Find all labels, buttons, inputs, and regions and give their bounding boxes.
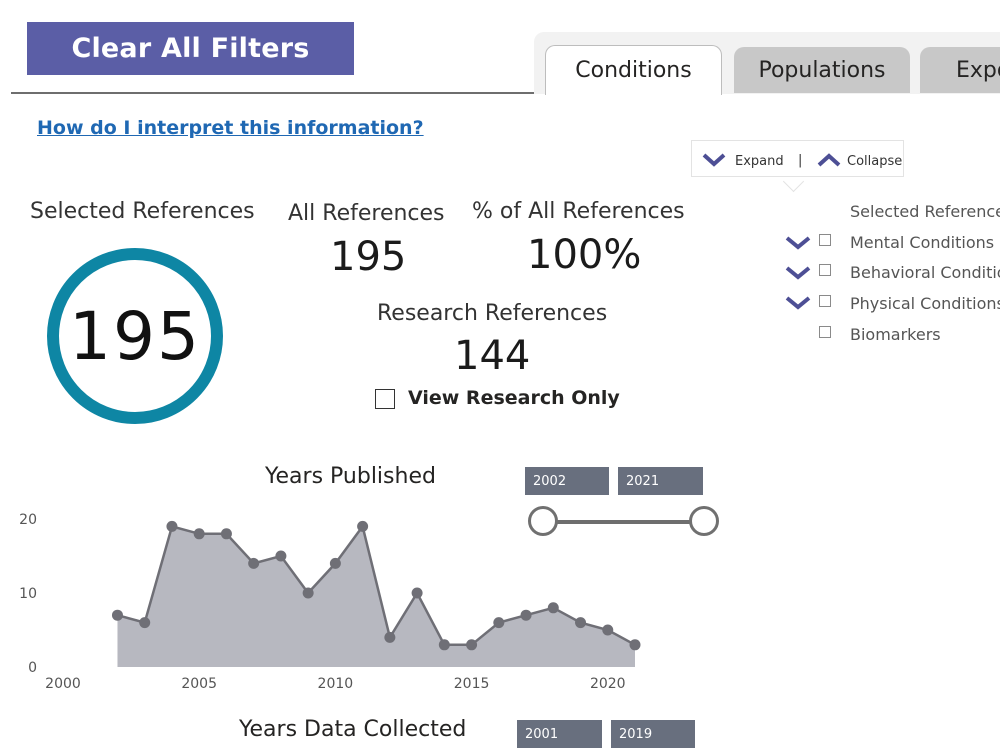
expand-collapse-toolbar: Expand | Collapse <box>691 140 904 177</box>
x-tick-label: 2015 <box>454 676 490 692</box>
all-references-value: 195 <box>330 234 407 280</box>
tree-item-mental-conditions[interactable]: Mental Conditions <box>850 233 995 252</box>
data-point <box>575 617 587 629</box>
selected-references-ring: 195 <box>47 248 223 424</box>
data-point <box>411 587 423 599</box>
x-tick-label: 2010 <box>318 676 354 692</box>
data-point <box>602 624 614 636</box>
expand-row-chevron-icon[interactable] <box>785 236 811 250</box>
pct-references-value: 100% <box>527 232 642 278</box>
tab-exposures[interactable]: Expo <box>920 47 1000 93</box>
clear-all-filters-button[interactable]: Clear All Filters <box>27 22 354 75</box>
toolbar-separator: | <box>798 153 803 168</box>
data-point <box>466 639 478 651</box>
expand-row-chevron-icon[interactable] <box>785 296 811 310</box>
pct-references-label: % of All References <box>472 199 685 224</box>
header-divider <box>11 92 546 94</box>
year-range-slider-track[interactable] <box>543 520 705 524</box>
data-point <box>438 639 450 651</box>
data-point <box>520 609 532 621</box>
mental-conditions-checkbox[interactable] <box>819 234 831 246</box>
y-tick-label: 0 <box>28 660 37 676</box>
year-range-end-handle[interactable] <box>689 506 719 536</box>
interpret-help-link[interactable]: How do I interpret this information? <box>37 117 424 139</box>
data-point <box>384 631 396 643</box>
years-published-chart: 0 10 20 2000 2005 2010 2015 2020 <box>19 512 641 692</box>
data-point <box>220 528 232 540</box>
data-point <box>248 557 260 569</box>
selected-references-value: 195 <box>69 297 201 375</box>
physical-conditions-checkbox[interactable] <box>819 295 831 307</box>
published-start-year-input[interactable]: 2002 <box>525 467 609 495</box>
x-tick-label: 2000 <box>45 676 81 692</box>
research-references-label: Research References <box>377 301 608 326</box>
selected-references-label: Selected References <box>30 199 255 224</box>
collapse-button[interactable]: Collapse <box>847 154 903 169</box>
data-point <box>357 520 369 532</box>
collected-start-year-input[interactable]: 2001 <box>517 720 602 748</box>
years-collected-title: Years Data Collected <box>239 717 467 742</box>
data-point <box>275 550 287 562</box>
view-research-only-label[interactable]: View Research Only <box>408 387 620 409</box>
collapse-chevron-icon[interactable] <box>817 153 841 167</box>
biomarkers-checkbox[interactable] <box>819 326 831 338</box>
years-published-title: Years Published <box>265 464 436 489</box>
view-research-only-checkbox[interactable] <box>375 389 395 409</box>
collected-end-year-input[interactable]: 2019 <box>611 720 695 748</box>
data-point <box>547 602 559 614</box>
tree-header: Selected References <box>850 202 1000 221</box>
all-references-label: All References <box>288 201 445 226</box>
data-point <box>329 557 341 569</box>
research-references-value: 144 <box>454 333 531 379</box>
tab-populations[interactable]: Populations <box>734 47 910 93</box>
tab-conditions[interactable]: Conditions <box>545 45 722 95</box>
y-tick-label: 10 <box>19 586 37 602</box>
data-point <box>493 617 505 629</box>
data-point <box>139 617 151 629</box>
year-range-start-handle[interactable] <box>528 506 558 536</box>
data-point <box>302 587 314 599</box>
expand-button[interactable]: Expand <box>735 154 784 169</box>
data-point <box>111 609 123 621</box>
area-fill <box>117 526 635 667</box>
x-tick-label: 2005 <box>181 676 217 692</box>
data-point <box>166 520 178 532</box>
expand-chevron-icon[interactable] <box>702 153 726 167</box>
tree-item-behavioral-conditions[interactable]: Behavioral Conditions <box>850 263 1000 282</box>
tree-item-physical-conditions[interactable]: Physical Conditions <box>850 294 1000 313</box>
y-tick-label: 20 <box>19 512 37 528</box>
data-point <box>629 639 641 651</box>
x-tick-label: 2020 <box>590 676 626 692</box>
data-point <box>193 528 205 540</box>
expand-row-chevron-icon[interactable] <box>785 266 811 280</box>
tree-item-biomarkers[interactable]: Biomarkers <box>850 325 941 344</box>
behavioral-conditions-checkbox[interactable] <box>819 264 831 276</box>
published-end-year-input[interactable]: 2021 <box>618 467 703 495</box>
